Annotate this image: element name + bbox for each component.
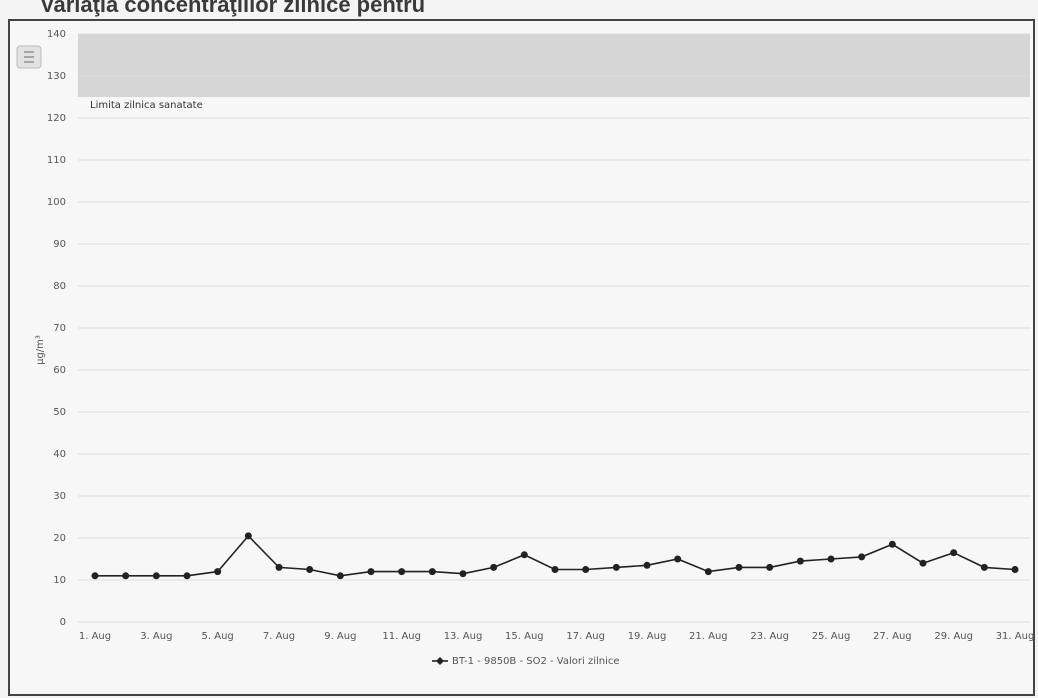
y-tick-label: 40: [53, 449, 66, 460]
menu-button[interactable]: [16, 45, 42, 69]
data-point: [827, 555, 835, 563]
y-tick-label: 10: [53, 575, 66, 586]
data-point: [919, 559, 927, 567]
plot-band: [78, 34, 1030, 97]
data-point: [428, 568, 436, 576]
chart-title: Variaţia concentraţiilor zilnice pentru: [40, 0, 425, 17]
y-tick-label: 20: [53, 533, 66, 544]
x-tick-label: 23. Aug: [750, 631, 789, 642]
data-point: [152, 572, 160, 580]
x-tick-label: 21. Aug: [689, 631, 728, 642]
data-point: [490, 563, 498, 571]
y-tick-label: 140: [47, 29, 66, 40]
data-point: [275, 563, 283, 571]
y-tick-label: 70: [53, 323, 66, 334]
data-point: [735, 563, 743, 571]
data-point: [122, 572, 130, 580]
data-point: [367, 568, 375, 576]
x-tick-label: 31. Aug: [996, 631, 1035, 642]
data-point: [306, 566, 314, 573]
x-tick-label: 27. Aug: [873, 631, 912, 642]
data-point: [398, 568, 406, 576]
y-tick-label: 30: [53, 491, 66, 502]
x-tick-label: 25. Aug: [812, 631, 851, 642]
x-tick-label: 15. Aug: [505, 631, 544, 642]
data-point: [858, 553, 866, 561]
y-axis-label: µg/m³: [35, 335, 46, 365]
y-tick-label: 60: [53, 365, 66, 376]
data-point: [643, 561, 651, 569]
x-tick-label: 17. Aug: [566, 631, 605, 642]
data-point: [1011, 566, 1019, 573]
data-point: [766, 563, 774, 571]
y-tick-label: 50: [53, 407, 66, 418]
x-tick-label: 7. Aug: [263, 631, 295, 642]
legend-label: BT-1 - 9850B - SO2 - Valori zilnice: [452, 656, 620, 667]
chart-frame: [8, 19, 1035, 696]
data-point: [91, 572, 99, 580]
y-tick-label: 80: [53, 281, 66, 292]
x-tick-label: 13. Aug: [444, 631, 483, 642]
x-tick-label: 29. Aug: [934, 631, 973, 642]
legend-marker: [436, 657, 444, 665]
data-point: [796, 557, 804, 565]
data-point: [183, 572, 191, 580]
y-tick-label: 130: [47, 71, 66, 82]
data-point: [980, 563, 988, 571]
x-tick-label: 1. Aug: [79, 631, 111, 642]
data-point: [551, 566, 559, 573]
data-point: [244, 532, 252, 540]
y-tick-label: 120: [47, 113, 66, 124]
data-point: [459, 570, 467, 578]
x-tick-label: 3. Aug: [140, 631, 172, 642]
data-point: [214, 568, 222, 576]
x-tick-label: 9. Aug: [324, 631, 356, 642]
data-point: [520, 551, 528, 559]
y-tick-label: 100: [47, 197, 66, 208]
data-point: [612, 563, 620, 571]
x-tick-label: 19. Aug: [628, 631, 667, 642]
data-point: [704, 568, 712, 576]
y-tick-label: 90: [53, 239, 66, 250]
y-tick-label: 110: [47, 155, 66, 166]
data-point: [674, 555, 682, 563]
plot-band-label: Limita zilnica sanatate: [90, 100, 203, 111]
x-tick-label: 11. Aug: [382, 631, 421, 642]
data-point: [336, 572, 344, 580]
y-tick-label: 0: [60, 617, 66, 628]
data-point: [582, 566, 590, 573]
data-point: [950, 549, 958, 557]
x-tick-label: 5. Aug: [202, 631, 234, 642]
data-point: [888, 540, 896, 548]
